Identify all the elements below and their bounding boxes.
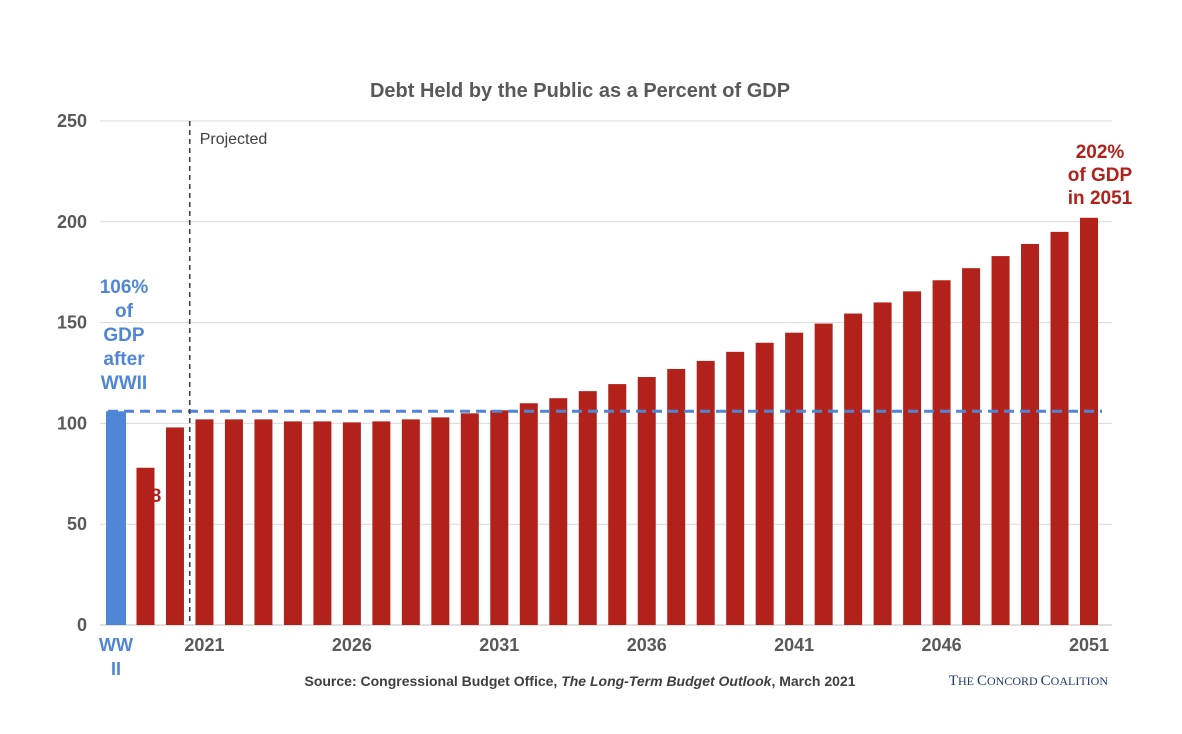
- bar-2032: [519, 403, 538, 625]
- bar-2040: [755, 342, 774, 625]
- brand-the-rest: HE: [958, 674, 977, 688]
- bar-2023: [254, 419, 273, 625]
- bar-2037: [667, 368, 686, 625]
- y-tick-label: 50: [67, 514, 87, 534]
- x-tick-label: 2026: [332, 635, 372, 655]
- bar-2034: [578, 391, 597, 625]
- bar-2027: [372, 421, 391, 625]
- bar-2047: [962, 268, 981, 625]
- x-tick-label: 2041: [774, 635, 814, 655]
- y-tick-label: 0: [77, 615, 87, 635]
- bar-2048: [991, 256, 1010, 625]
- y-axis: 0 50 100 150 200 250: [57, 111, 87, 635]
- bar-wwii: [106, 411, 126, 625]
- bar-2021: [195, 419, 214, 625]
- wwii-annotation-line: of: [115, 301, 134, 322]
- bar-2042: [814, 323, 833, 625]
- end-annotation-line: 202%: [1076, 142, 1125, 163]
- y-tick-label: 200: [57, 212, 87, 232]
- y-tick-label: 100: [57, 413, 87, 433]
- x-tick-label-wwii-line2: II: [111, 659, 121, 679]
- bar-2020: [165, 427, 184, 625]
- brand-concord-initial: C: [977, 673, 987, 689]
- brand-the-initial: T: [949, 673, 958, 689]
- projected-label: Projected: [200, 131, 268, 148]
- brand-concord-rest: ONCORD: [987, 674, 1041, 688]
- source-note: Source: Congressional Budget Office, The…: [304, 673, 855, 689]
- bar-2033: [549, 398, 568, 625]
- x-axis: WW II 2021 2026 2031 2036 2041 2046 2051: [99, 635, 1109, 679]
- bar-2035: [608, 384, 627, 625]
- end-annotation-line: of GDP: [1068, 165, 1133, 186]
- bar-2030: [460, 413, 479, 625]
- source-title: The Long-Term Budget Outlook: [561, 673, 772, 689]
- bar-2031: [490, 410, 509, 625]
- x-tick-label: 2031: [479, 635, 519, 655]
- x-tick-label: 2021: [184, 635, 224, 655]
- x-tick-label-wwii: WW: [99, 635, 133, 655]
- bar-2050: [1050, 231, 1069, 625]
- chart-overlays: Projected: [108, 121, 1102, 625]
- wwii-annotation-line: WWII: [101, 373, 147, 394]
- grid-lines: [100, 120, 1112, 626]
- bar-2041: [785, 332, 804, 625]
- partial-bar-label: 8: [151, 486, 162, 507]
- bar-2043: [844, 313, 863, 625]
- bar-2029: [431, 417, 450, 625]
- bar-2022: [224, 419, 243, 625]
- bar-2036: [637, 377, 656, 625]
- brand-coalition-rest: OALITION: [1051, 674, 1109, 688]
- source-suffix: , March 2021: [771, 673, 855, 689]
- bar-2024: [283, 421, 302, 625]
- x-tick-label: 2036: [627, 635, 667, 655]
- x-tick-label: 2051: [1069, 635, 1109, 655]
- bar-2039: [726, 351, 745, 625]
- wwii-annotation-line: GDP: [103, 325, 145, 346]
- y-tick-label: 150: [57, 313, 87, 333]
- chart-title: Debt Held by the Public as a Percent of …: [370, 80, 790, 102]
- brand-coalition-initial: C: [1041, 673, 1051, 689]
- source-prefix: Source: Congressional Budget Office,: [304, 673, 561, 689]
- bar-2044: [873, 302, 892, 625]
- end-annotation-line: in 2051: [1068, 188, 1133, 209]
- y-tick-label: 250: [57, 111, 87, 131]
- bar-2038: [696, 360, 715, 625]
- bars: [106, 217, 1098, 625]
- bar-2049: [1021, 243, 1040, 625]
- bar-2051: [1080, 217, 1098, 625]
- concord-coalition-logo: THE CONCORD COALITION: [949, 673, 1109, 689]
- bar-2025: [313, 421, 332, 625]
- wwii-annotation-line: 106%: [100, 277, 149, 298]
- x-tick-label: 2046: [922, 635, 962, 655]
- bar-2045: [903, 291, 922, 625]
- bar-2019: [136, 467, 155, 625]
- bar-2046: [932, 280, 951, 625]
- bar-2028: [401, 419, 420, 625]
- wwii-annotation-line: after: [103, 349, 145, 370]
- bar-2026: [342, 422, 361, 625]
